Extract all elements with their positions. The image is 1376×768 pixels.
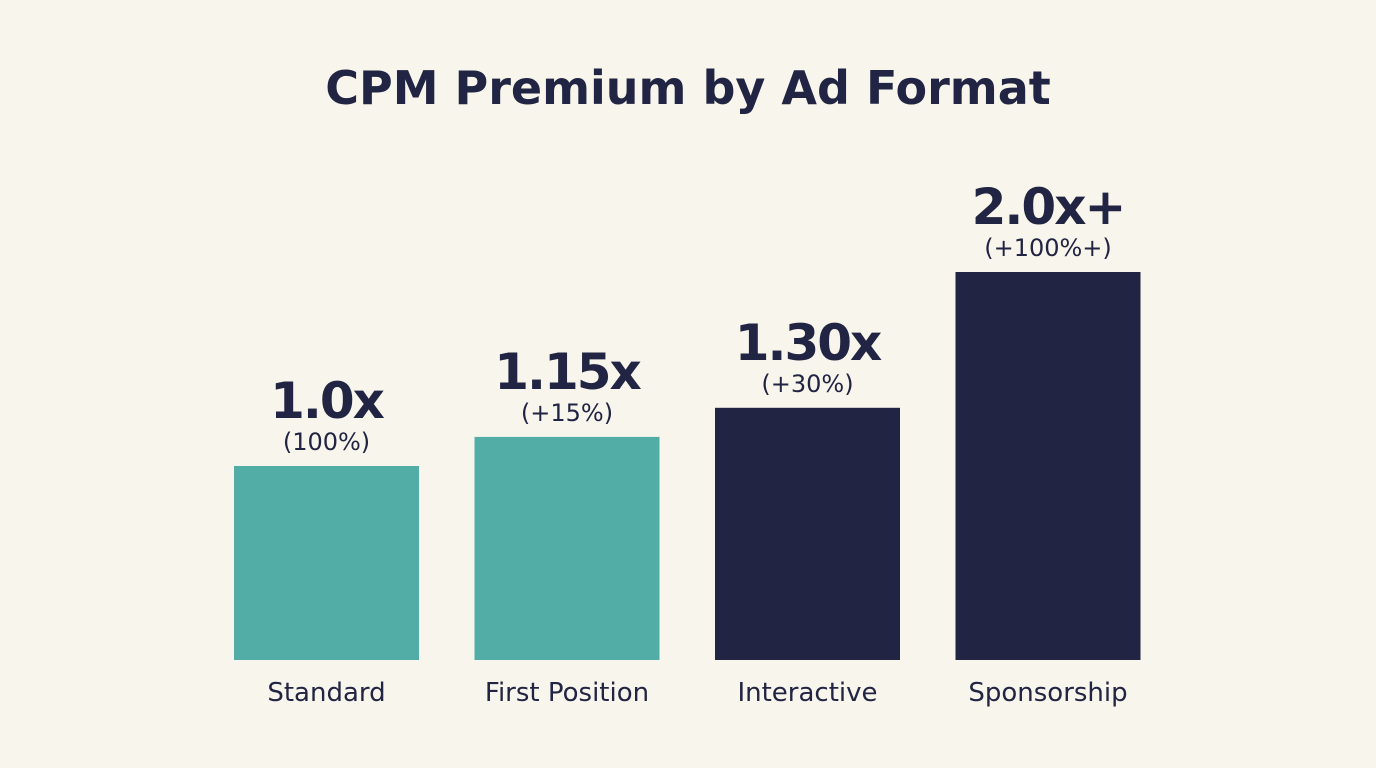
data-sublabel: (+100%+) [984,234,1112,262]
bar-sponsorship [955,272,1141,660]
bars-group: 1.0x(100%) Standard 1.15x(+15%) First Posit… [234,178,1141,708]
category-label: First Position [485,678,649,708]
data-sublabel: (100%) [283,428,370,456]
data-sublabel: (+30%) [761,370,853,398]
category-label: Interactive [737,678,877,708]
bar-first-position [474,436,660,660]
bar-standard [234,466,419,660]
category-label: Standard [267,678,385,708]
data-sublabel: (+15%) [521,399,613,427]
category-label: Sponsorship [968,678,1127,708]
data-label: 1.30x [735,314,882,372]
bar-interactive [715,407,900,660]
data-label: 1.0x [270,372,385,430]
chart-title: CPM Premium by Ad Format [325,61,1051,115]
data-label: 1.15x [494,343,641,401]
data-label: 2.0x+ [972,178,1125,236]
